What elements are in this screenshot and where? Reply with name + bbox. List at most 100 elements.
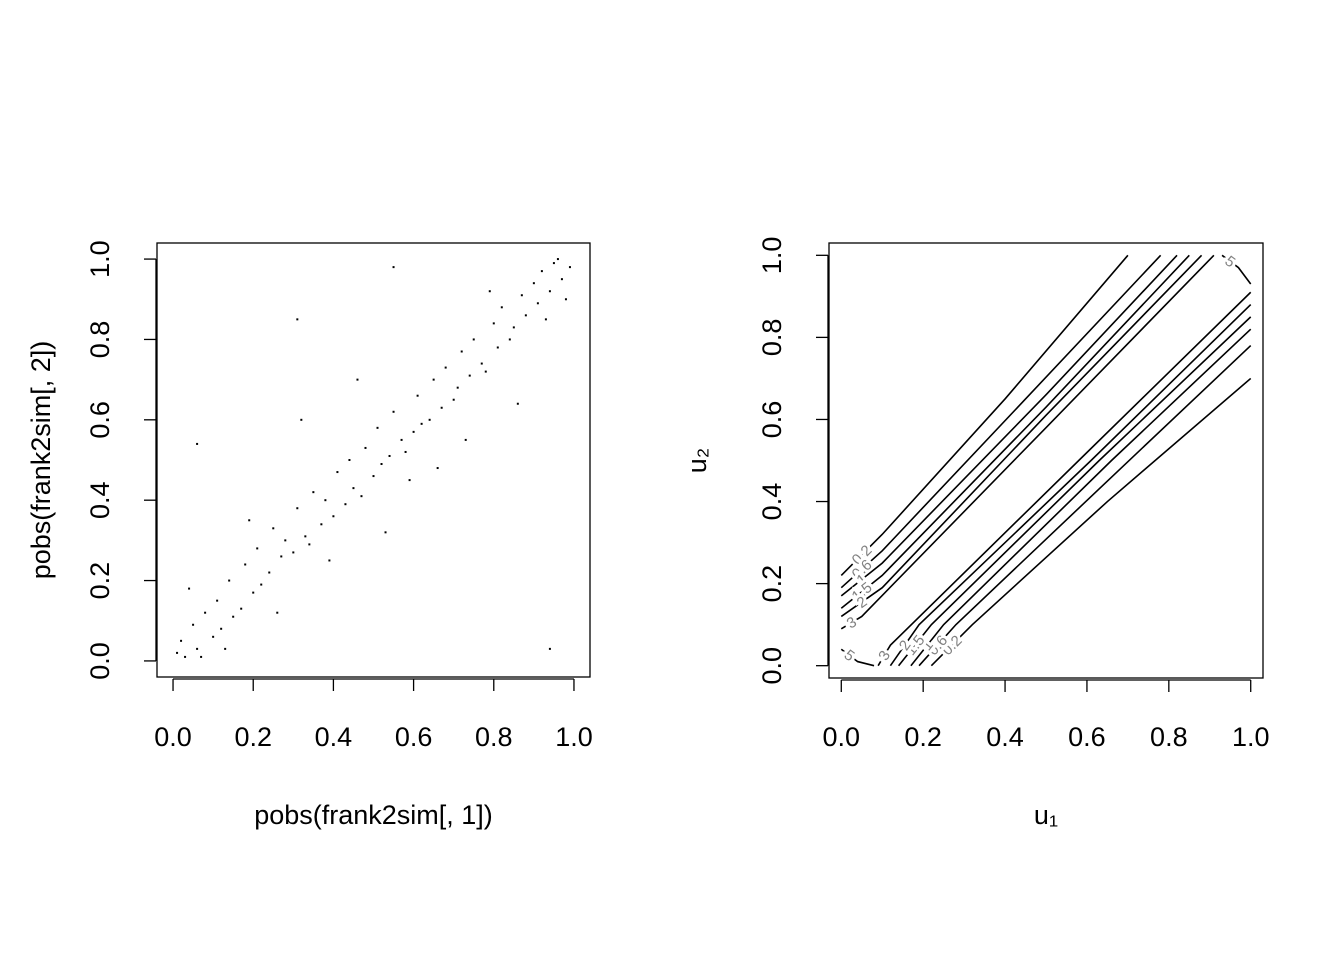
y-tick-label: 0.2 (757, 565, 787, 603)
point (512, 326, 515, 329)
point (428, 418, 431, 421)
point (380, 463, 383, 466)
point (452, 398, 455, 401)
y-tick-label: 0.0 (757, 647, 787, 685)
y-tick-label: 1.0 (85, 240, 115, 278)
point (460, 350, 463, 353)
point (328, 559, 331, 562)
point (420, 422, 423, 425)
point (228, 579, 231, 582)
point (468, 374, 471, 377)
y-tick-label: 0.2 (85, 562, 115, 600)
point (212, 635, 215, 638)
x-tick-label: 0.0 (154, 722, 192, 752)
point (412, 430, 415, 433)
point (372, 475, 375, 478)
point (348, 459, 351, 461)
point (472, 338, 475, 341)
contour-line (1221, 254, 1252, 285)
point (260, 583, 263, 586)
x-tick-label: 0.8 (475, 722, 513, 752)
x-tick-label: 0.2 (234, 722, 272, 752)
x-tick-label: 0.6 (1068, 722, 1106, 752)
point (252, 591, 255, 594)
point (516, 402, 519, 405)
point (300, 418, 303, 421)
point (256, 547, 259, 550)
point (432, 378, 435, 381)
point (304, 535, 307, 538)
contour-line (930, 377, 1252, 667)
x-tick-label: 0.4 (986, 722, 1024, 752)
point (552, 262, 555, 265)
point (540, 270, 543, 273)
point (400, 438, 403, 441)
point (456, 386, 459, 389)
point (224, 647, 227, 650)
point (220, 627, 223, 630)
point (284, 539, 287, 542)
point (196, 442, 199, 445)
point (196, 647, 199, 650)
point (192, 623, 195, 626)
x-tick-label: 1.0 (555, 722, 593, 752)
point (560, 278, 563, 281)
point (272, 527, 275, 530)
point (484, 370, 487, 373)
y-tick-label: 1.0 (757, 237, 787, 275)
point (324, 499, 327, 502)
point (568, 266, 571, 269)
point (244, 563, 247, 566)
point (276, 611, 279, 614)
point (480, 362, 483, 365)
point (308, 543, 311, 546)
contour-line (918, 345, 1252, 667)
point (392, 410, 395, 413)
point (280, 555, 283, 558)
plot-box (828, 242, 1264, 679)
point (216, 599, 219, 602)
point (336, 471, 339, 474)
point (408, 479, 411, 482)
point (356, 378, 359, 381)
point (524, 314, 527, 317)
point (496, 346, 499, 349)
y-axis-title: u₂ (682, 448, 712, 474)
y-tick-label: 0.8 (757, 319, 787, 357)
point (176, 651, 179, 654)
contour-line (840, 254, 1178, 597)
point (312, 491, 315, 494)
contour-line (840, 254, 1203, 618)
point (508, 338, 511, 341)
point (364, 446, 367, 449)
point (544, 318, 547, 321)
point (532, 282, 535, 285)
point (440, 406, 443, 409)
x-tick-label: 0.2 (904, 722, 942, 752)
point (548, 647, 551, 650)
contour-line (840, 254, 1162, 589)
x-tick-label: 1.0 (1232, 722, 1270, 752)
x-tick-label: 0.4 (315, 722, 353, 752)
point (488, 290, 491, 293)
point (240, 607, 243, 610)
contour-label: 5 (841, 647, 858, 666)
point (520, 294, 523, 297)
point (376, 426, 379, 429)
point (436, 467, 439, 470)
point (492, 322, 495, 325)
point (384, 531, 387, 534)
contour-line (840, 254, 1190, 609)
point (352, 487, 355, 490)
y-tick-label: 0.4 (85, 481, 115, 519)
point (564, 298, 567, 301)
x-axis-title: u₁ (1034, 800, 1058, 830)
point (392, 266, 395, 269)
point (200, 655, 203, 658)
point (296, 318, 299, 321)
y-tick-label: 0.6 (85, 401, 115, 439)
point (548, 290, 551, 293)
x-tick-label: 0.6 (395, 722, 433, 752)
contour-line (840, 254, 1129, 576)
